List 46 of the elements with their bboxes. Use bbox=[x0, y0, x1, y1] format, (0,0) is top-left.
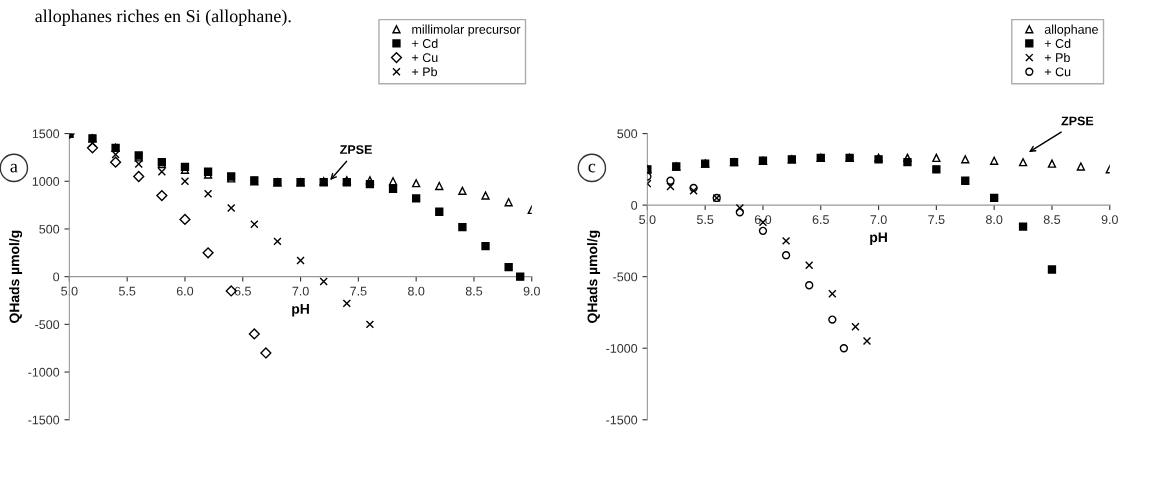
x-axis-title: pH bbox=[292, 304, 309, 317]
legend-label: millimolar precursor bbox=[412, 24, 521, 37]
y-tick-label: 0 bbox=[631, 200, 638, 210]
x-tick-label: 8.0 bbox=[408, 286, 425, 296]
y-tick-label: -500 bbox=[613, 272, 638, 282]
legend-label: + Cu bbox=[412, 53, 438, 63]
y-tick-label: 0 bbox=[53, 272, 60, 282]
x-tick-label: 7.5 bbox=[350, 286, 367, 296]
y-tick-label: -1500 bbox=[28, 415, 60, 425]
text: a bbox=[10, 163, 18, 173]
y-axis-title: QHads µmol/g bbox=[9, 230, 23, 323]
text: c bbox=[588, 163, 596, 173]
y-tick-label: 1500 bbox=[32, 129, 60, 139]
legend-label: + Cu bbox=[1044, 67, 1071, 77]
legend-label: + Pb bbox=[412, 67, 438, 77]
x-tick-label: 8.5 bbox=[1043, 215, 1061, 225]
y-tick-label: -1000 bbox=[606, 344, 638, 353]
legend-label: + Cd bbox=[1044, 38, 1071, 48]
text: allophanes riches en Si (allophane). bbox=[35, 9, 291, 26]
legend-label: allophane bbox=[1044, 24, 1098, 37]
y-tick-label: -500 bbox=[35, 320, 60, 330]
x-tick-label: 6.5 bbox=[812, 215, 829, 225]
x-tick-label: 8.5 bbox=[465, 286, 483, 296]
x-tick-label: 9.0 bbox=[1101, 215, 1118, 225]
legend-label: + Cd bbox=[412, 38, 438, 48]
x-tick-label: 5.0 bbox=[61, 286, 78, 296]
y-tick-label: 500 bbox=[617, 129, 638, 139]
x-tick-label: 7.5 bbox=[928, 215, 945, 225]
x-tick-label: 5.5 bbox=[118, 286, 136, 296]
y-axis-title: QHads µmol/g bbox=[587, 230, 601, 323]
x-tick-label: 6.0 bbox=[754, 215, 772, 225]
legend-label: + Pb bbox=[1044, 52, 1070, 63]
y-tick-label: 1000 bbox=[32, 177, 60, 186]
x-tick-label: 7.0 bbox=[292, 286, 309, 296]
y-tick-label: 500 bbox=[39, 224, 60, 234]
x-tick-label: 5.5 bbox=[696, 215, 714, 225]
y-tick-label: -1000 bbox=[28, 367, 60, 377]
x-tick-label: 9.0 bbox=[523, 286, 540, 296]
text: ZPSE bbox=[1061, 116, 1094, 126]
x-tick-label: 5.0 bbox=[639, 215, 656, 225]
annotation: ZPSE bbox=[340, 145, 372, 154]
x-axis-title: pH bbox=[870, 232, 887, 245]
x-tick-label: 6.0 bbox=[176, 286, 194, 296]
x-tick-label: 7.0 bbox=[870, 215, 887, 225]
y-tick-label: -1500 bbox=[606, 415, 638, 425]
x-tick-label: 8.0 bbox=[986, 215, 1003, 225]
